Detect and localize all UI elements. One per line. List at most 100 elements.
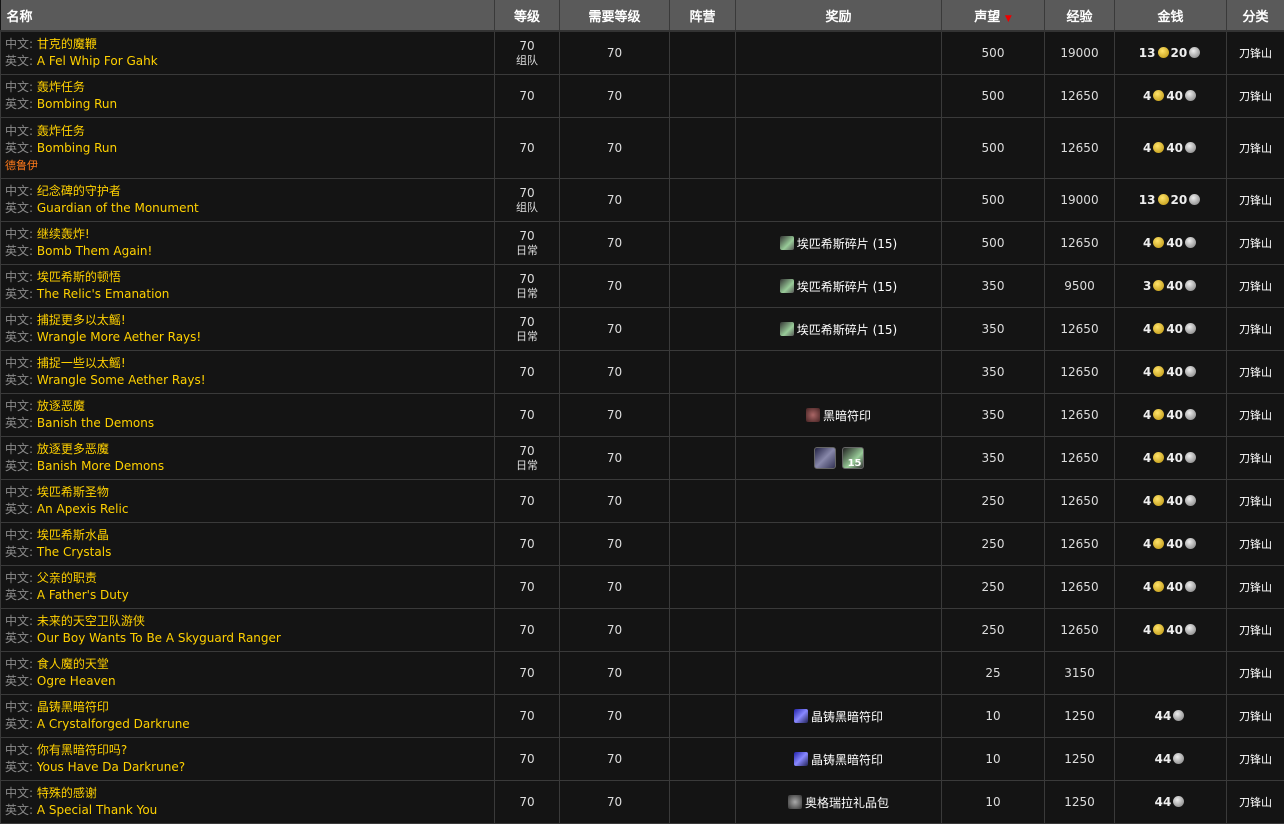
shard-icon[interactable]: 15	[842, 447, 864, 469]
category-cell[interactable]: 刀锋山	[1227, 523, 1284, 566]
col-xp[interactable]: 经验	[1045, 0, 1115, 31]
quest-link-cn[interactable]: 特殊的感谢	[37, 786, 97, 800]
category-cell[interactable]: 刀锋山	[1227, 222, 1284, 265]
quest-link-en[interactable]: Ogre Heaven	[37, 674, 116, 688]
bag-icon	[788, 795, 802, 809]
col-faction[interactable]: 阵营	[670, 0, 736, 31]
col-money[interactable]: 金钱	[1115, 0, 1227, 31]
category-cell[interactable]: 刀锋山	[1227, 351, 1284, 394]
quest-link-cn[interactable]: 甘克的魔鞭	[37, 37, 97, 51]
quest-link-en[interactable]: A Father's Duty	[37, 588, 129, 602]
quest-link-en[interactable]: A Crystalforged Darkrune	[37, 717, 190, 731]
category-cell[interactable]: 刀锋山	[1227, 609, 1284, 652]
reputation-cell: 350	[942, 265, 1045, 308]
quest-name-cell: 中文: 你有黑暗符印吗? 英文: Yous Have Da Darkrune?	[1, 738, 495, 781]
category-cell[interactable]: 刀锋山	[1227, 31, 1284, 75]
gold-amount: 4	[1143, 623, 1151, 637]
category-cell[interactable]: 刀锋山	[1227, 695, 1284, 738]
quest-link-cn[interactable]: 纪念碑的守护者	[37, 184, 121, 198]
category-cell[interactable]: 刀锋山	[1227, 394, 1284, 437]
level: 70	[519, 141, 534, 155]
category-cell[interactable]: 刀锋山	[1227, 437, 1284, 480]
col-req-level[interactable]: 需要等级	[560, 0, 670, 31]
quest-link-cn[interactable]: 埃匹希斯圣物	[37, 485, 109, 499]
level-cell: 70	[495, 394, 560, 437]
quest-link-en[interactable]: Banish the Demons	[37, 416, 154, 430]
category-cell[interactable]: 刀锋山	[1227, 738, 1284, 781]
category-cell[interactable]: 刀锋山	[1227, 652, 1284, 695]
category-cell[interactable]: 刀锋山	[1227, 75, 1284, 118]
quest-link-en[interactable]: Guardian of the Monument	[37, 201, 199, 215]
category-cell[interactable]: 刀锋山	[1227, 265, 1284, 308]
quest-link-en[interactable]: A Fel Whip For Gahk	[37, 54, 158, 68]
req-level-cell: 70	[560, 609, 670, 652]
quest-link-en[interactable]: Wrangle More Aether Rays!	[37, 330, 201, 344]
quest-link-en[interactable]: Bomb Them Again!	[37, 244, 152, 258]
xp-cell: 3150	[1045, 652, 1115, 695]
level: 70	[519, 89, 534, 103]
category-cell[interactable]: 刀锋山	[1227, 480, 1284, 523]
reward-link[interactable]: 埃匹希斯碎片 (15)	[797, 237, 897, 251]
quest-link-cn[interactable]: 你有黑暗符印吗?	[37, 743, 127, 757]
table-row: 中文: 未来的天空卫队游侠 英文: Our Boy Wants To Be A …	[1, 609, 1284, 652]
level-cell: 70	[495, 351, 560, 394]
category-cell[interactable]: 刀锋山	[1227, 308, 1284, 351]
xp-cell: 12650	[1045, 523, 1115, 566]
req-level-cell: 70	[560, 179, 670, 222]
gold-coin-icon	[1153, 323, 1164, 334]
item-icon[interactable]	[814, 447, 836, 469]
req-level-cell: 70	[560, 394, 670, 437]
xp-cell: 12650	[1045, 118, 1115, 179]
quest-link-en[interactable]: An Apexis Relic	[37, 502, 129, 516]
col-level[interactable]: 等级	[495, 0, 560, 31]
quest-link-cn[interactable]: 埃匹希斯水晶	[37, 528, 109, 542]
cn-label: 中文:	[5, 80, 33, 94]
quest-link-cn[interactable]: 继续轰炸!	[37, 227, 90, 241]
quest-link-en[interactable]: Our Boy Wants To Be A Skyguard Ranger	[37, 631, 281, 645]
reward-link[interactable]: 埃匹希斯碎片 (15)	[797, 323, 897, 337]
reward-cell	[736, 118, 942, 179]
quest-link-cn[interactable]: 轰炸任务	[37, 124, 85, 138]
col-name[interactable]: 名称	[1, 0, 495, 31]
silver-coin-icon	[1185, 90, 1196, 101]
quest-link-cn[interactable]: 晶铸黑暗符印	[37, 700, 109, 714]
gold-amount: 4	[1143, 494, 1151, 508]
reward-link[interactable]: 黑暗符印	[823, 409, 871, 423]
quest-type: 日常	[495, 287, 559, 301]
category-cell[interactable]: 刀锋山	[1227, 566, 1284, 609]
category-cell[interactable]: 刀锋山	[1227, 179, 1284, 222]
col-category[interactable]: 分类	[1227, 0, 1284, 31]
quest-link-en[interactable]: Wrangle Some Aether Rays!	[37, 373, 206, 387]
col-reward[interactable]: 奖励	[736, 0, 942, 31]
quest-link-en[interactable]: Yous Have Da Darkrune?	[37, 760, 185, 774]
quest-link-cn[interactable]: 放逐恶魔	[37, 399, 85, 413]
quest-link-cn[interactable]: 放逐更多恶魔	[37, 442, 109, 456]
quest-link-cn[interactable]: 捕捉更多以太鳐!	[37, 313, 126, 327]
reward-link[interactable]: 埃匹希斯碎片 (15)	[797, 280, 897, 294]
quest-link-en[interactable]: The Relic's Emanation	[37, 287, 170, 301]
table-row: 中文: 捕捉一些以太鳐! 英文: Wrangle Some Aether Ray…	[1, 351, 1284, 394]
quest-link-en[interactable]: Banish More Demons	[37, 459, 164, 473]
reward-link[interactable]: 晶铸黑暗符印	[811, 710, 883, 724]
quest-link-en[interactable]: The Crystals	[37, 545, 111, 559]
en-label: 英文:	[5, 803, 33, 817]
quest-link-cn[interactable]: 轰炸任务	[37, 80, 85, 94]
category-cell[interactable]: 刀锋山	[1227, 118, 1284, 179]
quest-link-cn[interactable]: 埃匹希斯的顿悟	[37, 270, 121, 284]
quest-link-cn[interactable]: 未来的天空卫队游侠	[37, 614, 145, 628]
quest-link-en[interactable]: Bombing Run	[37, 97, 117, 111]
quest-link-cn[interactable]: 捕捉一些以太鳐!	[37, 356, 126, 370]
quest-link-cn[interactable]: 食人魔的天堂	[37, 657, 109, 671]
header-row: 名称 等级 需要等级 阵营 奖励 声望 ▼ 经验 金钱 分类	[1, 0, 1284, 31]
col-reputation[interactable]: 声望 ▼	[942, 0, 1045, 31]
category-cell[interactable]: 刀锋山	[1227, 781, 1284, 824]
quest-link-en[interactable]: A Special Thank You	[37, 803, 157, 817]
quest-link-en[interactable]: Bombing Run	[37, 141, 117, 155]
reward-link[interactable]: 晶铸黑暗符印	[811, 753, 883, 767]
gold-coin-icon	[1153, 624, 1164, 635]
reward-link[interactable]: 奥格瑞拉礼品包	[805, 796, 889, 810]
quest-link-cn[interactable]: 父亲的职责	[37, 571, 97, 585]
xp-cell: 12650	[1045, 437, 1115, 480]
